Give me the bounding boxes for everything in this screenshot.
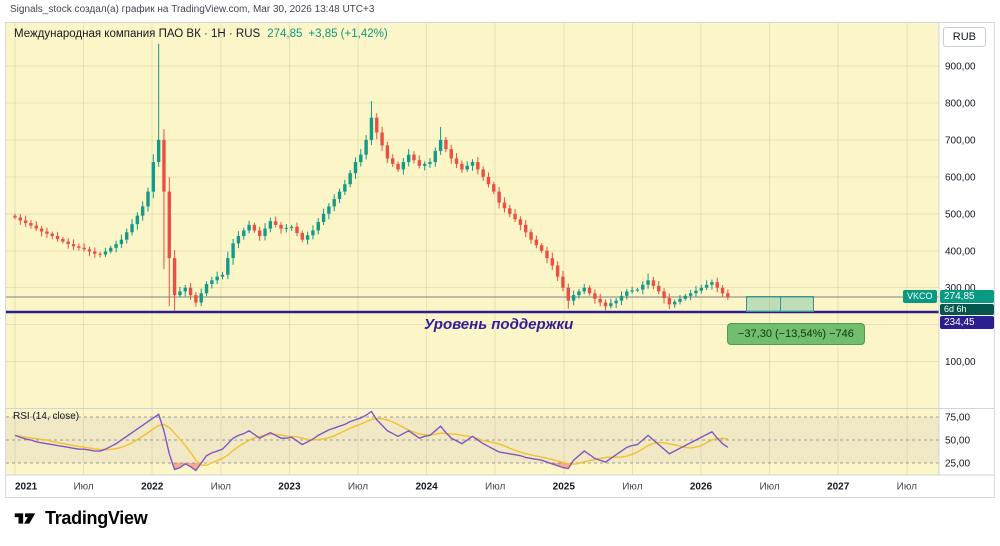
svg-text:100,00: 100,00 — [945, 357, 976, 368]
tradingview-wordmark: TradingView — [45, 507, 148, 528]
svg-text:500,00: 500,00 — [945, 209, 976, 220]
price-range-box[interactable] — [746, 296, 814, 312]
svg-text:2026: 2026 — [690, 482, 713, 493]
svg-text:2021: 2021 — [15, 482, 38, 493]
current-price-axis-label: 274,85 — [940, 290, 994, 303]
svg-text:Июл: Июл — [73, 482, 93, 493]
support-price-axis-label: 234,45 — [940, 316, 994, 329]
tradingview-logo[interactable]: TradingView — [12, 505, 148, 531]
svg-text:Июл: Июл — [622, 482, 642, 493]
price-range-divider — [780, 297, 781, 311]
rsi-indicator-label[interactable]: RSI (14, close) — [13, 411, 80, 422]
svg-text:Июл: Июл — [897, 482, 917, 493]
chart-panel: 100,00200,00300,00400,00500,00600,00700,… — [5, 22, 995, 498]
svg-text:2025: 2025 — [553, 482, 576, 493]
attribution-text: Signals_stock создал(а) график на Tradin… — [10, 4, 375, 15]
symbol-title: Международная компания ПАО ВК · 1Н · RUS — [14, 28, 261, 40]
tradingview-mark-icon — [12, 505, 38, 531]
price-change: +3,85 (+1,42%) — [308, 28, 388, 40]
svg-text:Июл: Июл — [348, 482, 368, 493]
bar-countdown-label: 6d 6h — [940, 304, 994, 315]
support-level-annotation[interactable]: Уровень поддержки — [424, 316, 574, 333]
svg-text:700,00: 700,00 — [945, 135, 976, 146]
svg-text:25,00: 25,00 — [945, 459, 970, 470]
svg-text:600,00: 600,00 — [945, 172, 976, 183]
svg-text:2022: 2022 — [141, 482, 164, 493]
grid-lines — [6, 23, 939, 475]
svg-text:75,00: 75,00 — [945, 413, 970, 424]
price-chart-svg[interactable]: 100,00200,00300,00400,00500,00600,00700,… — [6, 23, 994, 497]
currency-button[interactable]: RUB — [942, 27, 986, 47]
svg-text:Июл: Июл — [759, 482, 779, 493]
symbol-price-tag: VKCO — [903, 290, 937, 303]
symbol-values: 274,85 +3,85 (+1,42%) — [267, 28, 387, 40]
svg-text:400,00: 400,00 — [945, 246, 976, 257]
svg-text:2027: 2027 — [827, 482, 850, 493]
rsi-line — [14, 410, 729, 472]
svg-text:Июл: Июл — [485, 482, 505, 493]
svg-text:50,00: 50,00 — [945, 436, 970, 447]
candles-layer — [13, 43, 730, 311]
last-price: 274,85 — [267, 28, 303, 40]
svg-text:2023: 2023 — [278, 482, 301, 493]
pane-separators — [6, 23, 994, 476]
rsi-ma-line — [14, 417, 728, 466]
svg-text:Июл: Июл — [211, 482, 231, 493]
svg-text:800,00: 800,00 — [945, 98, 976, 109]
price-range-label[interactable]: −37,30 (−13,54%) −746 — [727, 323, 865, 345]
svg-text:900,00: 900,00 — [945, 61, 976, 72]
svg-text:300,00: 300,00 — [945, 283, 976, 294]
time-axis[interactable]: 2021 Июл 2022 Июл 2023 Июл 2024 Июл 2025 Июл 2026 И… — [15, 482, 917, 493]
svg-text:2024: 2024 — [415, 482, 438, 493]
chart-legend[interactable]: Международная компания ПАО ВК · 1Н · RUS… — [14, 28, 388, 40]
